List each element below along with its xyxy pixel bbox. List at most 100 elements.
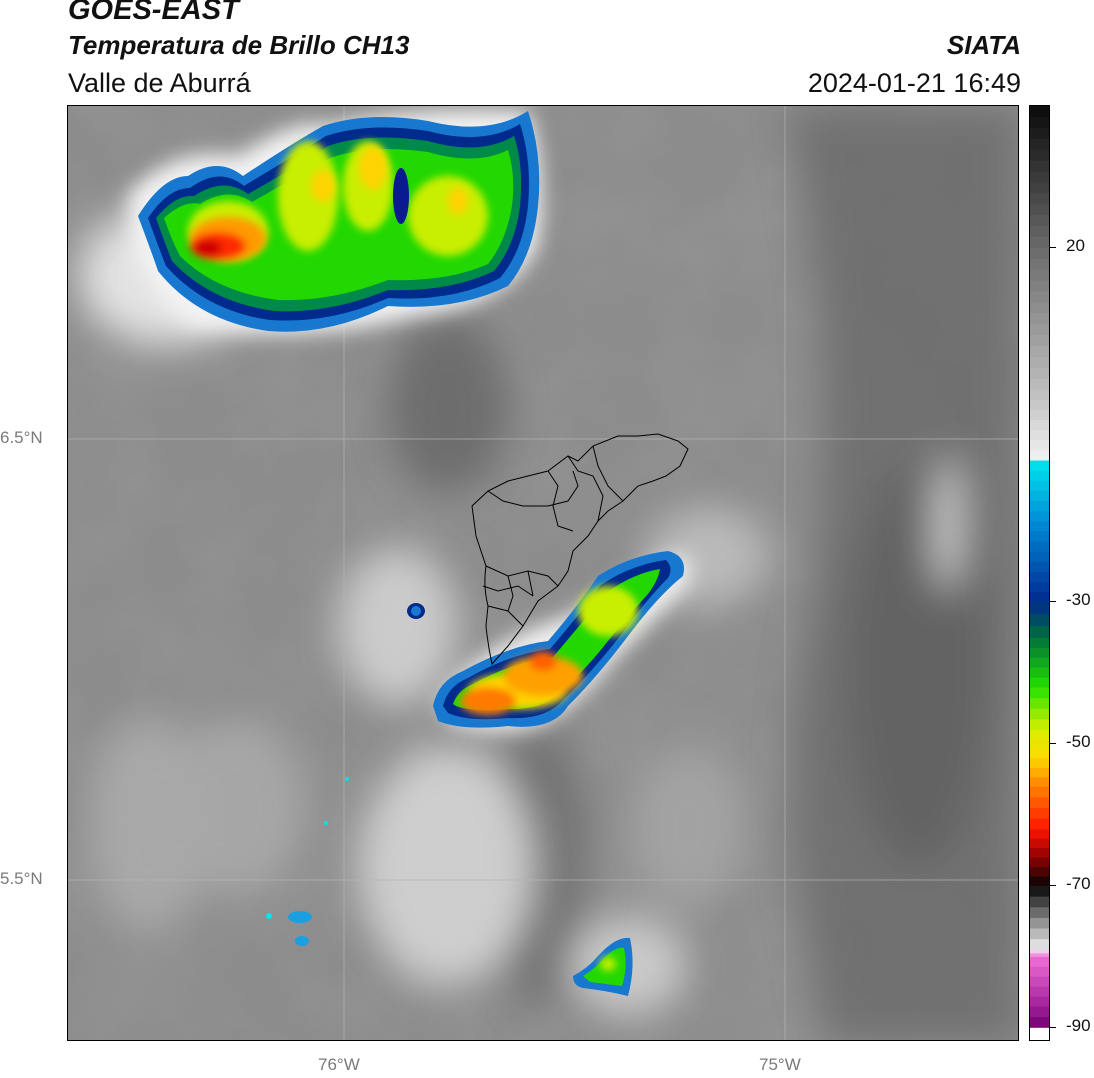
colorbar-segment (1030, 748, 1049, 759)
colorbar-segment (1030, 551, 1049, 563)
colorbar-segment (1030, 614, 1049, 627)
colorbar-segment (1030, 247, 1049, 260)
satellite-title: GOES-EAST (68, 0, 239, 26)
colorbar-segment (1030, 409, 1049, 421)
colorbar-segment (1030, 986, 1049, 998)
colorbar-segment (1030, 758, 1049, 769)
colorbar-segment (1030, 582, 1049, 593)
lat-label-6-5: 6.5°N (0, 428, 43, 447)
colorbar-segment (1030, 511, 1049, 522)
colorbar-segment (1030, 602, 1049, 615)
colorbar-segment (1030, 280, 1049, 293)
colorbar-segment (1030, 907, 1049, 919)
colorbar-segment (1030, 378, 1049, 391)
colorbar-segment (1030, 857, 1049, 868)
colorbar-segment (1030, 313, 1049, 325)
colorbar-segment (1030, 116, 1049, 129)
storm-cell-south (573, 937, 633, 996)
colorbar-segment (1030, 953, 1049, 958)
colorbar-segment (1030, 818, 1049, 830)
colorbar-segment (1030, 739, 1049, 750)
colorbar-segment (1030, 786, 1049, 798)
colorbar-segment (1030, 420, 1049, 431)
colorbar-segment (1030, 637, 1049, 649)
colorbar-segment (1030, 269, 1049, 282)
colorbar-segment (1030, 829, 1049, 840)
colorbar-segment (1030, 928, 1049, 940)
colorbar-segment (1030, 667, 1049, 679)
colorbar-tick (1050, 1026, 1056, 1028)
colorbar-segment (1030, 966, 1049, 978)
colorbar-label: -30 (1066, 590, 1091, 610)
colorbar-segment (1030, 808, 1049, 820)
storm-cell-central (433, 551, 691, 731)
colorbar-segment (1030, 399, 1049, 411)
colorbar-segment (1030, 797, 1049, 809)
storm-cell-north-west (128, 110, 542, 334)
colorbar-tick (1050, 885, 1056, 886)
colorbar-label: -70 (1066, 874, 1091, 893)
colorbar-segment (1030, 949, 1049, 954)
colorbar-segment (1030, 171, 1049, 183)
colorbar-segment (1030, 708, 1049, 720)
colorbar-segment (1030, 767, 1049, 778)
colorbar-segment (1030, 324, 1049, 336)
colorbar-tick (1050, 246, 1056, 248)
colorbar-segment (1030, 389, 1049, 401)
colorbar-segment (1030, 106, 1049, 118)
colorbar-segment (1030, 160, 1049, 173)
colorbar-segment (1030, 182, 1049, 194)
colorbar-segment (1030, 939, 1049, 951)
colorbar-segment (1030, 291, 1049, 303)
colorbar-segment (1030, 1006, 1049, 1018)
colorbar-segment (1030, 956, 1049, 968)
colorbar-segment (1030, 531, 1049, 543)
satellite-map[interactable] (67, 105, 1019, 1041)
colorbar-segment (1030, 867, 1049, 878)
colorbar-segment (1030, 193, 1049, 205)
colorbar-segment (1030, 236, 1049, 249)
colorbar-segment (1030, 647, 1049, 659)
colorbar-segment (1030, 917, 1049, 930)
colorbar-segment (1030, 302, 1049, 314)
colorbar-segment (1030, 215, 1049, 227)
lat-label-5-5: 5.5°N (0, 869, 43, 888)
colorbar-segment (1030, 719, 1049, 731)
colorbar-segment (1030, 571, 1049, 583)
colorbar-segment (1030, 480, 1049, 492)
colorbar-segment (1030, 346, 1049, 358)
product-title: Temperatura de Brillo CH13 (68, 30, 410, 60)
colorbar-segment (1030, 521, 1049, 533)
colorbar-segment (1030, 592, 1049, 603)
colorbar-segment (1030, 848, 1049, 859)
lon-label-75w: 75°W (759, 1055, 801, 1074)
colorbar-segment (1030, 626, 1049, 639)
colorbar-segment (1030, 258, 1049, 271)
colorbar-label: -90 (1066, 1015, 1091, 1035)
colorbar-segment (1030, 1027, 1049, 1040)
colorbar-segment (1030, 335, 1049, 347)
temperature-colorbar (1029, 105, 1050, 1041)
colorbar-segment (1030, 226, 1049, 238)
colorbar-segment (1030, 356, 1049, 369)
colorbar-segment (1030, 430, 1049, 441)
municipal-boundaries (471, 433, 689, 666)
colorbar-segment (1030, 698, 1049, 710)
colorbar-segment (1030, 677, 1049, 689)
colorbar-segment (1030, 204, 1049, 216)
colorbar-segment (1030, 501, 1049, 512)
colorbar-segment (1030, 886, 1049, 898)
colorbar-segment (1030, 440, 1049, 452)
colorbar-segment (1030, 490, 1049, 502)
colorbar-segment (1030, 976, 1049, 988)
colorbar-segment (1030, 470, 1049, 482)
colorbar-label: -50 (1066, 732, 1091, 752)
colorbar-segment (1030, 838, 1049, 849)
colorbar-segment (1030, 450, 1049, 462)
colorbar-segment (1030, 127, 1049, 140)
colorbar-segment (1030, 561, 1049, 573)
colorbar-tick (1050, 743, 1056, 745)
colorbar-tick (1050, 601, 1056, 603)
colorbar-segment (1030, 896, 1049, 908)
agency-label: SIATA (946, 30, 1021, 60)
